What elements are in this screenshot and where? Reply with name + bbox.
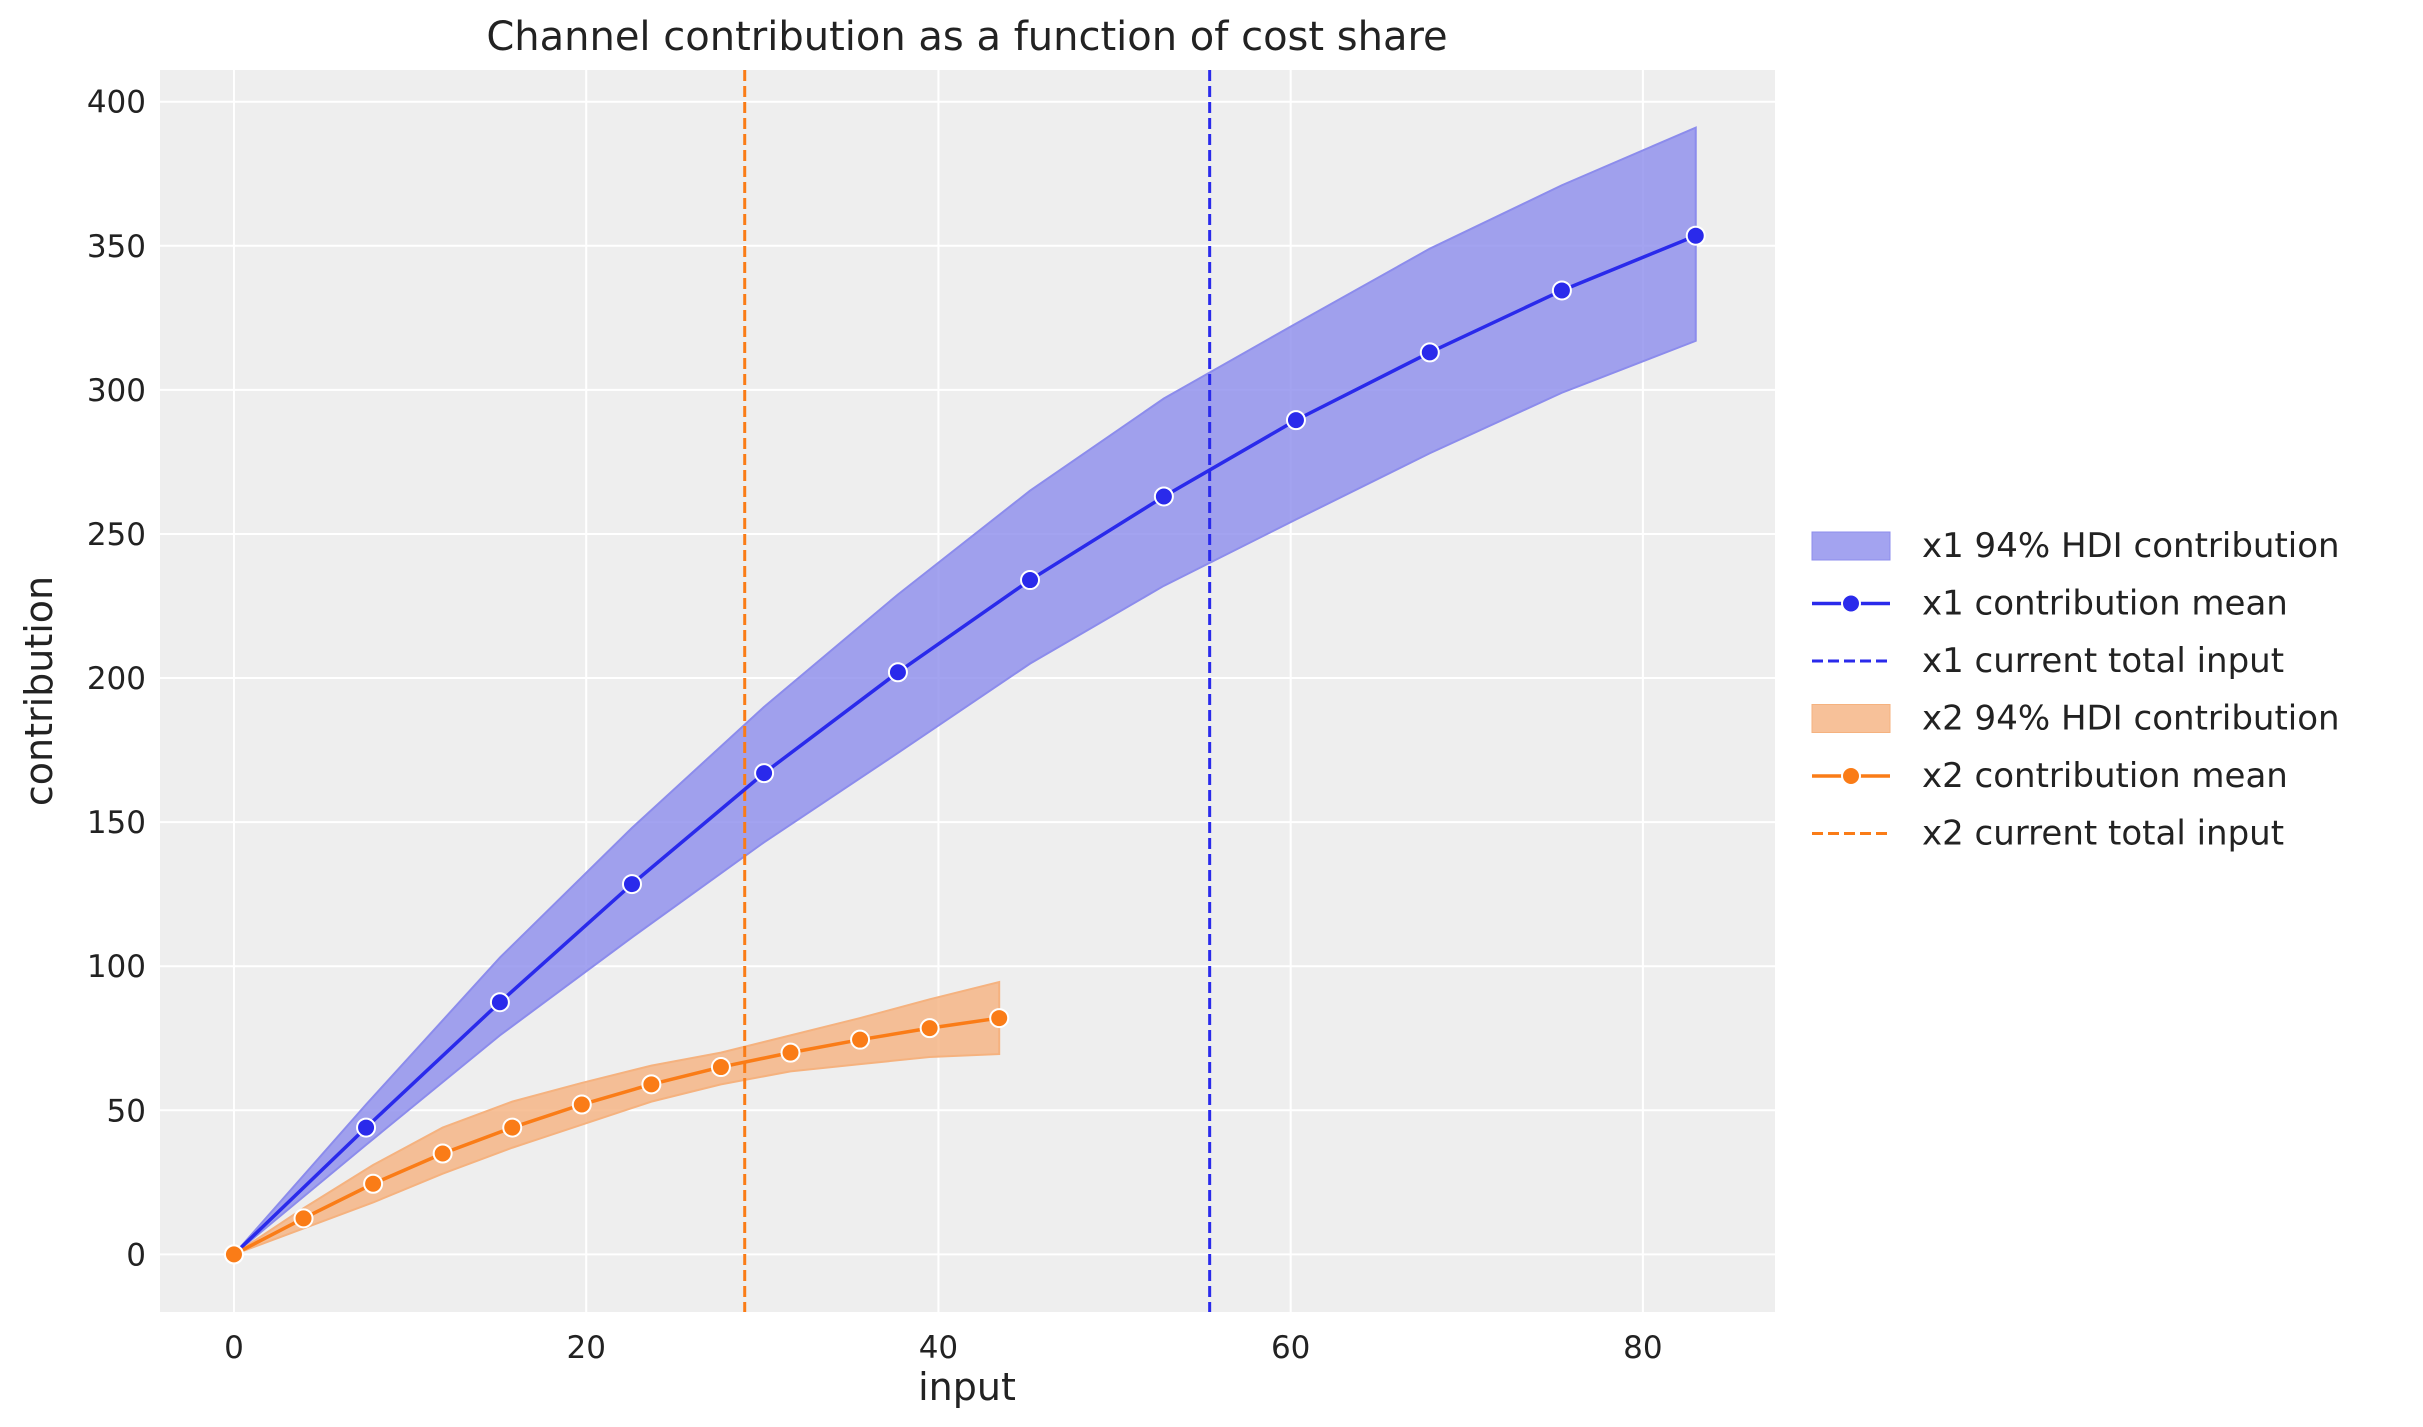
y-tick-label: 300 [87,373,146,409]
y-tick-label: 350 [87,229,146,265]
x1-mean-line [232,234,1697,1256]
x1-mean-point [1020,570,1041,591]
x2-mean-point [571,1094,592,1115]
x1-mean-point [1419,342,1440,363]
legend-label: x2 contribution mean [1922,756,2288,796]
x-tick-label: 40 [919,1330,958,1366]
x1-mean-point [754,763,775,784]
x2-mean-point [710,1057,731,1078]
x2-mean-point [363,1173,384,1194]
x2-mean-point [293,1208,314,1229]
mean-lines [223,225,1706,1265]
y-axis-label: contribution [17,576,61,806]
x-tick-label: 60 [1271,1330,1310,1366]
x1-legend-marker [1841,593,1861,614]
chart-title: Channel contribution as a function of co… [486,14,1447,60]
tick-labels: 0 20 40 60 80 0 50 100 150 200 250 300 350 400 [87,85,1663,1366]
x2-mean-point [223,1244,244,1265]
legend: x1 94% HDI contribution x1 contribution m… [1811,526,2340,854]
y-tick-label: 200 [87,661,146,697]
x-tick-label: 80 [1623,1330,1662,1366]
y-tick-label: 400 [87,85,146,121]
x-tick-label: 0 [224,1330,244,1366]
legend-label: x1 contribution mean [1922,584,2288,624]
x1-mean-point [1685,225,1706,246]
y-tick-label: 100 [87,949,146,985]
x2-mean-point [641,1074,662,1095]
x1-mean-point [887,662,908,683]
current-input-lines [743,70,1212,1312]
x2-legend-band-swatch [1811,704,1891,733]
legend-label: x2 current total input [1922,814,2284,854]
x2-legend-marker [1841,766,1861,786]
legend-label: x1 94% HDI contribution [1922,526,2340,566]
x1-legend-band-swatch [1811,531,1891,561]
x2-mean-line [233,1016,1000,1256]
y-tick-label: 0 [126,1237,146,1273]
x1-mean-point [489,992,510,1013]
x-axis-label: input [918,1365,1016,1409]
y-tick-label: 50 [107,1093,146,1129]
x1-mean-point [1285,410,1306,431]
x2-mean-point [989,1008,1010,1029]
x2-mean-point [850,1029,871,1050]
x1-mean-point [1551,280,1572,301]
x2-mean-point [502,1117,523,1138]
legend-label: x1 current total input [1922,641,2284,681]
legend-label: x2 94% HDI contribution [1922,699,2340,739]
x-tick-label: 20 [566,1330,605,1366]
x2-mean-point [780,1042,801,1063]
x2-mean-point [432,1143,453,1164]
y-tick-label: 150 [87,805,146,841]
y-tick-label: 250 [87,517,146,553]
x1-mean-point [1153,486,1174,507]
x2-mean-point [919,1018,940,1039]
x1-mean-point [356,1117,377,1138]
x1-mean-point [621,874,642,895]
